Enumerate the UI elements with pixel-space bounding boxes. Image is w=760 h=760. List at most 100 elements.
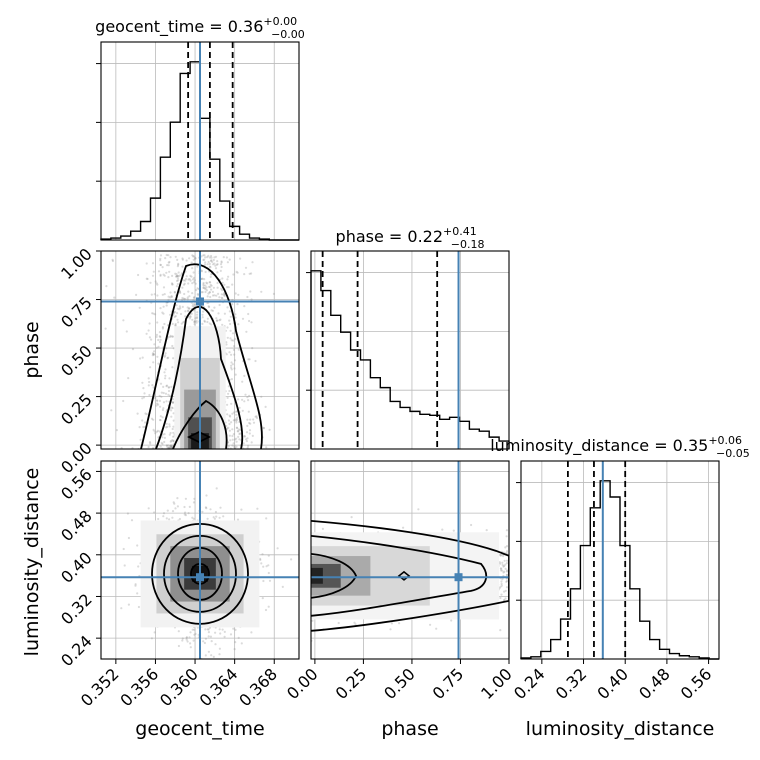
sample-point [230,339,233,342]
sample-point [158,340,162,344]
sample-point [272,292,275,295]
sample-point [208,262,211,265]
sample-point [248,319,251,323]
ylabel-phase: phase [21,321,43,378]
sample-point [183,513,186,516]
density-geocent_time-luminosity_distance [120,487,293,659]
sample-point [238,432,241,436]
sample-point [230,366,233,369]
sample-point [228,414,231,417]
sample-point [181,286,184,289]
sample-point [205,494,208,497]
sample-point [276,547,279,550]
sample-point [170,444,173,447]
sample-point [208,322,211,325]
sample-point [204,654,207,657]
sample-point [202,284,205,287]
sample-point [185,636,188,639]
sample-point [398,622,401,625]
sample-point [202,258,205,261]
sample-point [169,256,172,259]
sample-point [231,303,234,306]
sample-point [205,286,208,289]
sample-point [207,650,210,653]
sample-point [171,322,174,325]
truth-marker [196,297,204,306]
sample-point [135,293,138,296]
sample-point [485,529,488,532]
sample-point [169,335,172,338]
sample-point [189,315,192,318]
sample-point [180,322,183,325]
sample-point [193,321,196,324]
sample-point [201,510,204,513]
sample-point [167,295,170,298]
sample-point [191,282,194,285]
sample-point [185,636,188,640]
sample-point [233,648,236,651]
sample-point [210,640,213,643]
sample-point [184,277,188,281]
sample-point [225,341,228,344]
sample-point [188,307,191,310]
sample-point [233,359,237,362]
sample-point [232,433,235,436]
sample-point [154,313,157,316]
sample-point [230,378,233,381]
sample-point [202,254,205,257]
sample-point [169,444,172,447]
sample-point [187,278,190,281]
sample-point [154,396,157,400]
sample-point [207,285,211,288]
sample-point [185,638,188,641]
sample-point [165,517,168,520]
sample-point [236,271,239,274]
sample-point [188,317,192,320]
sample-point [290,558,293,561]
xlabel-geocent-time: geocent_time [135,718,264,740]
sample-point [165,426,168,429]
sample-point [251,261,254,264]
sample-point [176,277,179,280]
sample-point [153,353,156,356]
sample-point [171,283,174,286]
sample-point [222,515,225,518]
sample-point [499,569,503,572]
sample-point [193,633,196,636]
sample-point [155,399,158,402]
sample-point [141,381,144,384]
sample-point [186,298,189,301]
sample-point [164,352,167,355]
sample-point [505,586,509,589]
sample-point [205,289,208,292]
sample-point [159,418,162,422]
sample-point [167,298,170,301]
sample-point [504,589,507,592]
sample-point [218,516,221,519]
sample-point [201,316,204,319]
sample-point [218,303,221,307]
sample-point [207,631,210,634]
sample-point [148,322,151,325]
sample-point [213,294,216,297]
sample-point [214,267,218,270]
sample-point [167,276,170,279]
hist-panel-geocent_time [100,41,300,241]
sample-point [252,421,256,424]
sample-point [159,257,162,260]
sample-point [218,628,221,631]
sample-point [235,413,238,416]
sample-point [256,507,259,510]
sample-point [234,418,238,421]
ytick-label: 0.24 [57,632,96,671]
sample-point [139,438,142,441]
sample-point [184,279,187,282]
sample-point [184,514,187,517]
sample-point [204,290,207,294]
sample-point [148,441,152,444]
sample-point [178,517,181,521]
sample-point [505,580,508,584]
sample-point [195,317,199,320]
sample-point [161,293,164,296]
sample-point [182,283,186,286]
